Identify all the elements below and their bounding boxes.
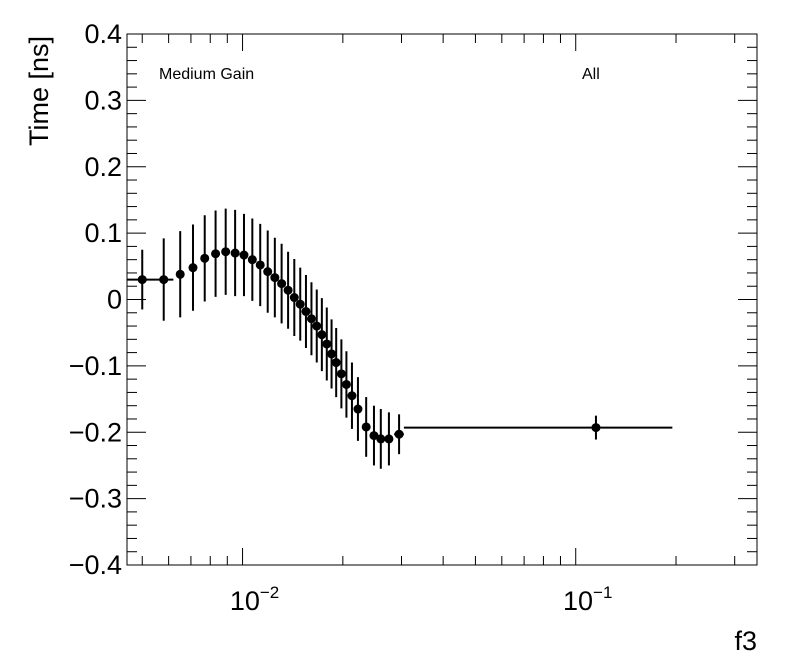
data-point — [289, 259, 299, 337]
annotation-gain: Medium Gain — [159, 66, 254, 83]
marker — [353, 404, 363, 414]
data-point — [347, 362, 357, 429]
data-point — [336, 339, 346, 409]
x-tick-label: 10−2 — [230, 583, 279, 616]
data-point — [376, 409, 386, 469]
marker — [301, 306, 311, 316]
y-tick-label: 0.1 — [84, 218, 122, 248]
y-tick-label: 0.4 — [84, 19, 122, 49]
x-tick-label-base: 10 — [563, 586, 593, 616]
marker — [336, 369, 346, 379]
data-point — [322, 307, 332, 381]
data-point — [156, 238, 174, 321]
x-tick-label-exponent: −2 — [260, 583, 279, 602]
marker — [289, 293, 299, 303]
y-tick-label: 0.3 — [84, 85, 122, 115]
y-tick-labels: −0.4 −0.3 −0.2 −0.1 0 0.1 0.2 0.3 0.4 — [69, 19, 122, 580]
y-tick-label: −0.2 — [69, 417, 122, 447]
marker — [255, 260, 265, 270]
marker — [221, 247, 231, 257]
data-point — [277, 243, 287, 324]
data-point — [403, 415, 673, 440]
axis-ticks — [127, 33, 757, 566]
annotation-all: All — [582, 66, 600, 83]
marker — [277, 279, 287, 289]
marker — [394, 429, 404, 439]
data-point — [312, 289, 322, 363]
data-point — [255, 223, 265, 307]
marker — [322, 339, 332, 349]
marker — [369, 431, 379, 441]
marker — [159, 275, 169, 285]
y-tick-label: −0.3 — [69, 484, 122, 514]
marker — [188, 263, 198, 273]
marker — [376, 434, 386, 444]
y-axis-title: Time [ns] — [24, 36, 54, 146]
plot-frame — [126, 33, 758, 566]
data-point — [353, 377, 363, 441]
marker — [239, 250, 249, 260]
plot-area-border — [126, 33, 758, 566]
data-point — [295, 267, 305, 341]
data-points — [127, 208, 673, 469]
data-point — [301, 274, 311, 348]
marker — [331, 358, 341, 368]
data-point — [127, 249, 157, 310]
data-point — [283, 251, 293, 329]
data-point — [369, 405, 379, 466]
data-point — [247, 218, 257, 301]
x-axis-title: f3 — [734, 626, 757, 656]
marker — [175, 269, 185, 279]
data-point — [230, 209, 240, 297]
marker — [270, 273, 280, 283]
data-point — [361, 397, 371, 457]
x-tick-label-base: 10 — [230, 586, 260, 616]
data-point — [384, 412, 394, 466]
marker — [384, 434, 394, 444]
marker — [347, 391, 357, 401]
data-point — [188, 224, 198, 311]
marker — [295, 299, 305, 309]
marker — [263, 267, 273, 277]
data-point — [327, 319, 337, 389]
marker — [591, 423, 601, 433]
marker — [327, 349, 337, 359]
y-tick-label: 0.2 — [84, 152, 122, 182]
data-point — [270, 237, 280, 318]
data-point — [211, 210, 221, 297]
marker — [211, 249, 221, 259]
marker — [137, 275, 147, 285]
x-tick-label-exponent: −1 — [593, 583, 612, 602]
data-point — [341, 351, 351, 418]
data-point — [331, 328, 341, 398]
x-tick-labels: 10−2 10−1 — [230, 583, 613, 616]
data-point — [239, 213, 249, 297]
marker — [341, 379, 351, 389]
marker — [361, 422, 371, 432]
data-point — [263, 230, 273, 313]
marker — [283, 285, 293, 295]
marker — [230, 248, 240, 258]
marker — [306, 314, 316, 324]
marker — [200, 253, 210, 263]
y-tick-label: −0.4 — [69, 550, 122, 580]
marker — [312, 321, 322, 331]
data-point — [306, 282, 316, 356]
data-point — [221, 208, 231, 295]
data-point — [317, 298, 327, 372]
x-tick-label: 10−1 — [563, 583, 612, 616]
data-point — [175, 231, 185, 318]
marker — [317, 330, 327, 340]
y-tick-label: 0 — [107, 285, 122, 315]
data-point — [394, 414, 404, 455]
data-point — [200, 215, 210, 302]
marker — [247, 255, 257, 265]
y-tick-label: −0.1 — [69, 351, 122, 381]
